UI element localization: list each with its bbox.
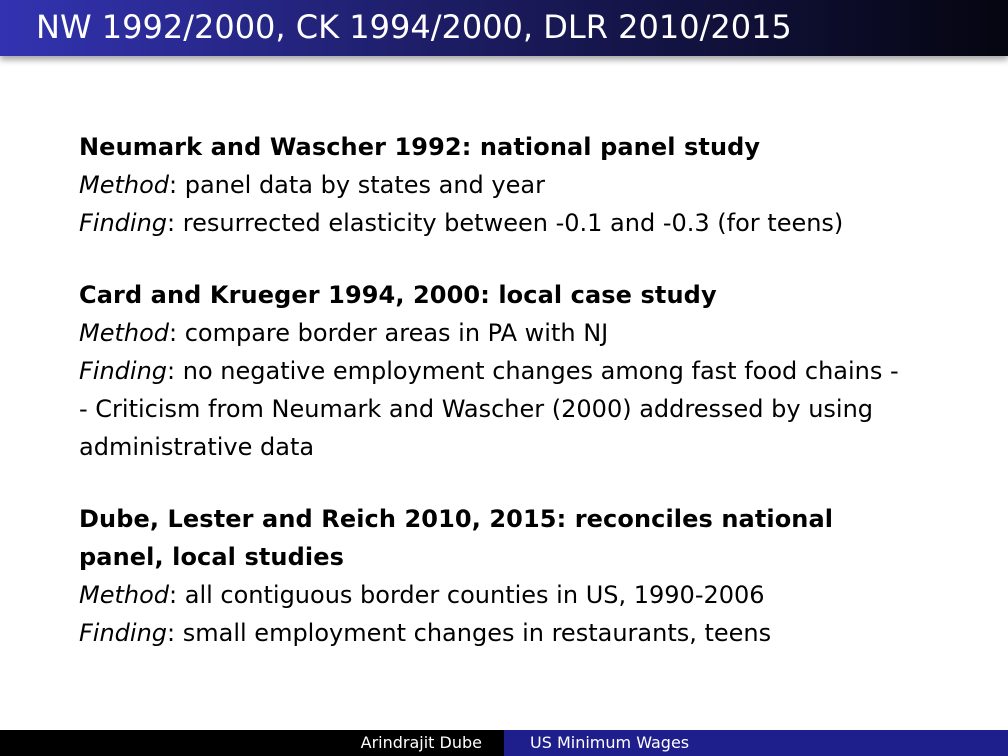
study-method-text: : all contiguous border counties in US, … bbox=[169, 581, 765, 609]
slide-content: Neumark and Wascher 1992: national panel… bbox=[79, 128, 959, 686]
slide-footer: Arindrajit Dube US Minimum Wages bbox=[0, 730, 1008, 756]
method-label: Method bbox=[79, 171, 170, 199]
footer-author: Arindrajit Dube bbox=[0, 730, 504, 756]
method-label: Method bbox=[79, 581, 170, 609]
study-method-line: Method: panel data by states and year bbox=[79, 166, 959, 204]
footer-presentation-title: US Minimum Wages bbox=[504, 730, 1008, 756]
finding-label: Finding bbox=[79, 209, 168, 237]
study-finding-line: Finding: resurrected elasticity between … bbox=[79, 204, 959, 242]
study-finding-text: : small employment changes in restaurant… bbox=[167, 619, 772, 647]
study-method-line: Method: compare border areas in PA with … bbox=[79, 314, 959, 352]
slide-title-bar: NW 1992/2000, CK 1994/2000, DLR 2010/201… bbox=[0, 0, 1008, 56]
study-finding-text: : resurrected elasticity between -0.1 an… bbox=[167, 209, 844, 237]
finding-label: Finding bbox=[79, 357, 168, 385]
study-finding-continuation: - Criticism from Neumark and Wascher (20… bbox=[79, 395, 874, 423]
study-heading: Card and Krueger 1994, 2000: local case … bbox=[79, 281, 717, 309]
study-card-krueger: Card and Krueger 1994, 2000: local case … bbox=[79, 276, 959, 466]
study-finding-continuation: administrative data bbox=[79, 433, 315, 461]
study-method-text: : panel data by states and year bbox=[169, 171, 545, 199]
study-finding-line: Finding: small employment changes in res… bbox=[79, 614, 959, 652]
study-heading-continuation: panel, local studies bbox=[79, 543, 344, 571]
study-heading: Dube, Lester and Reich 2010, 2015: recon… bbox=[79, 505, 834, 533]
study-finding-line: Finding: no negative employment changes … bbox=[79, 352, 959, 390]
study-method-line: Method: all contiguous border counties i… bbox=[79, 576, 959, 614]
study-neumark-wascher: Neumark and Wascher 1992: national panel… bbox=[79, 128, 959, 242]
method-label: Method bbox=[79, 319, 170, 347]
finding-label: Finding bbox=[79, 619, 168, 647]
study-heading: Neumark and Wascher 1992: national panel… bbox=[79, 133, 761, 161]
study-finding-text: : no negative employment changes among f… bbox=[167, 357, 899, 385]
study-dube-lester-reich: Dube, Lester and Reich 2010, 2015: recon… bbox=[79, 500, 959, 652]
slide-title: NW 1992/2000, CK 1994/2000, DLR 2010/201… bbox=[36, 8, 792, 46]
study-method-text: : compare border areas in PA with NJ bbox=[169, 319, 609, 347]
